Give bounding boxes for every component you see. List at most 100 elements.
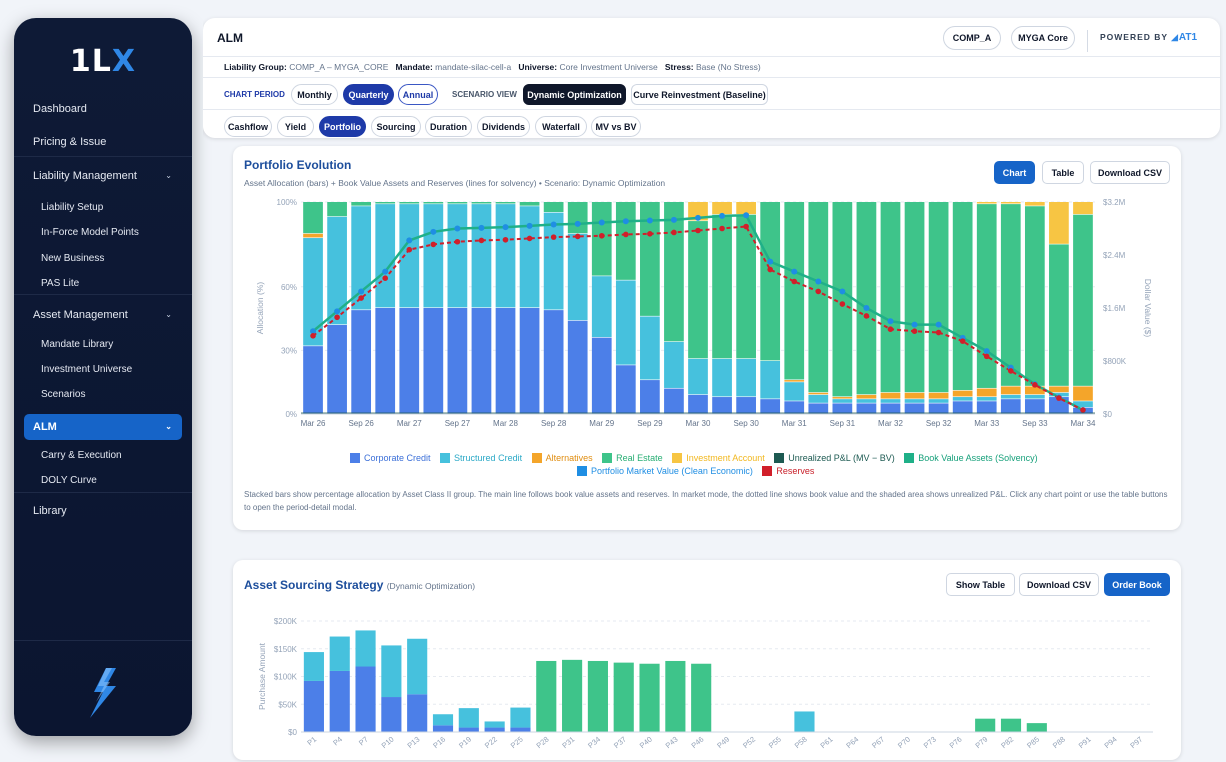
at1-logo-icon: ◢ bbox=[1171, 32, 1179, 42]
sidebar-item-alm[interactable]: ALM ⌄ bbox=[24, 414, 182, 440]
tab-mv-vs-bv[interactable]: MV vs BV bbox=[591, 116, 641, 137]
y-tick-label: 0% bbox=[285, 410, 297, 419]
legend-alternatives[interactable]: Alternatives bbox=[531, 453, 593, 463]
market-value-point bbox=[887, 318, 894, 325]
chart-view-button[interactable]: Chart bbox=[994, 161, 1035, 184]
sidebar-item-mandate-library[interactable]: Mandate Library bbox=[24, 331, 182, 357]
chart-explanation-note: Stacked bars show percentage allocation … bbox=[244, 490, 1168, 512]
reserves-point bbox=[406, 246, 413, 253]
sidebar-item-label: Scenarios bbox=[41, 388, 86, 400]
tab-cashflow[interactable]: Cashflow bbox=[224, 116, 272, 137]
market-value-point bbox=[550, 221, 557, 228]
table-view-button[interactable]: Table bbox=[1042, 161, 1084, 184]
y-tick-label: $150K bbox=[274, 645, 298, 654]
bar-segment bbox=[736, 214, 756, 359]
bar-segment bbox=[688, 358, 708, 395]
x-tick-label: Mar 30 bbox=[686, 419, 711, 428]
download-csv-button[interactable]: Download CSV bbox=[1019, 573, 1099, 596]
bar-segment bbox=[688, 221, 708, 359]
legend-book-value-assets[interactable]: Book Value Assets (Solvency) bbox=[904, 453, 1038, 463]
reserves-point bbox=[839, 301, 846, 307]
market-value-point bbox=[310, 328, 317, 335]
sidebar-item-investment-universe[interactable]: Investment Universe bbox=[24, 356, 182, 382]
period-monthly[interactable]: Monthly bbox=[291, 84, 338, 105]
sidebar-item-asset-management[interactable]: Asset Management ⌄ bbox=[24, 302, 182, 328]
bar-segment bbox=[447, 308, 468, 414]
sidebar-item-carry-execution[interactable]: Carry & Execution bbox=[24, 442, 182, 468]
header-divider bbox=[203, 109, 1220, 110]
tab-dividends[interactable]: Dividends bbox=[477, 116, 530, 137]
market-value-point bbox=[358, 288, 365, 295]
period-annual[interactable]: Annual bbox=[398, 84, 438, 105]
asset-sourcing-subtitle: (Dynamic Optimization) bbox=[386, 581, 476, 591]
sidebar-item-pas-lite[interactable]: PAS Lite bbox=[24, 270, 182, 296]
show-table-button[interactable]: Show Table bbox=[946, 573, 1015, 596]
scenario-curve-reinvestment[interactable]: Curve Reinvestment (Baseline) bbox=[631, 84, 768, 105]
sidebar-item-liability-management[interactable]: Liability Management ⌄ bbox=[24, 163, 182, 189]
order-book-button[interactable]: Order Book bbox=[1104, 573, 1170, 596]
tab-waterfall[interactable]: Waterfall bbox=[535, 116, 587, 137]
bar-segment bbox=[423, 202, 444, 204]
reserves-point bbox=[1080, 407, 1086, 413]
sidebar-item-pricing-issue[interactable]: Pricing & Issue bbox=[24, 129, 182, 155]
main-content: ALM COMP_A MYGA Core POWERED BY ◢AT1 Lia… bbox=[203, 0, 1223, 762]
market-value-point bbox=[935, 321, 942, 328]
reserves-point bbox=[550, 234, 557, 240]
liability-group-label: Liability Group: bbox=[224, 62, 287, 72]
sourcing-bar-segment bbox=[432, 725, 454, 732]
header-divider bbox=[203, 77, 1220, 78]
sidebar-item-scenarios[interactable]: Scenarios bbox=[24, 381, 182, 407]
legend-reserves[interactable]: Reserves bbox=[762, 466, 814, 476]
bar-segment bbox=[591, 276, 612, 338]
company-pill[interactable]: COMP_A bbox=[943, 26, 1001, 50]
legend-structured-credit[interactable]: Structured Credit bbox=[440, 453, 522, 463]
sidebar-item-dashboard[interactable]: Dashboard bbox=[24, 96, 182, 122]
tab-portfolio[interactable]: Portfolio bbox=[319, 116, 366, 137]
bar-segment bbox=[423, 204, 444, 308]
portfolio-evolution-chart[interactable]: 0% 30% 60% 100% $0 $800K $1.6M $2.4M $3.2M Alloca… bbox=[233, 194, 1181, 444]
bar-segment bbox=[375, 204, 396, 308]
sidebar-divider bbox=[14, 294, 192, 295]
sidebar-item-liability-setup[interactable]: Liability Setup bbox=[24, 194, 182, 220]
legend-portfolio-market-value[interactable]: Portfolio Market Value (Clean Economic) bbox=[577, 466, 753, 476]
sidebar-item-label: Carry & Execution bbox=[41, 449, 122, 461]
x-tick-label: P67 bbox=[870, 735, 886, 750]
tab-yield[interactable]: Yield bbox=[277, 116, 314, 137]
x-tick-label: P10 bbox=[380, 735, 396, 750]
bar-segment bbox=[640, 316, 660, 380]
market-value-point bbox=[454, 225, 461, 232]
legend-investment-account[interactable]: Investment Account bbox=[672, 453, 765, 463]
scenario-dynamic-optimization[interactable]: Dynamic Optimization bbox=[523, 84, 626, 105]
period-quarterly[interactable]: Quarterly bbox=[343, 84, 394, 105]
bar-segment bbox=[856, 394, 877, 399]
reserves-point bbox=[526, 235, 533, 242]
market-value-point bbox=[695, 214, 701, 221]
legend-corporate-credit[interactable]: Corporate Credit bbox=[350, 453, 431, 463]
sidebar-item-new-business[interactable]: New Business bbox=[24, 245, 182, 271]
tab-duration[interactable]: Duration bbox=[425, 116, 472, 137]
download-csv-button[interactable]: Download CSV bbox=[1090, 161, 1170, 184]
x-tick-label: P76 bbox=[948, 735, 964, 750]
sidebar-item-inforce-model-points[interactable]: In-Force Model Points bbox=[24, 219, 182, 245]
legend-real-estate[interactable]: Real Estate bbox=[602, 453, 663, 463]
legend-unrealized-pnl[interactable]: Unrealized P&L (MV − BV) bbox=[774, 453, 895, 463]
app-logo[interactable]: 1LX bbox=[69, 44, 137, 79]
x-tick-label: Mar 31 bbox=[782, 419, 807, 428]
bar-segment bbox=[303, 238, 323, 346]
bar-segment bbox=[856, 403, 877, 414]
x-tick-label: P25 bbox=[509, 735, 525, 750]
asset-sourcing-chart[interactable]: $0 $50K $100K $150K $200K Purchase Amount P1 P4… bbox=[233, 608, 1181, 760]
sidebar-item-doly-curve[interactable]: DOLY Curve bbox=[24, 467, 182, 493]
x-tick-label: P55 bbox=[767, 735, 783, 750]
chevron-down-icon: ⌄ bbox=[165, 422, 172, 431]
mandate-value: mandate-silac-cell-a bbox=[435, 62, 512, 72]
asset-sourcing-title: Asset Sourcing Strategy (Dynamic Optimiz… bbox=[244, 578, 475, 592]
bar-segment bbox=[1000, 399, 1021, 414]
sidebar-item-library[interactable]: Library bbox=[24, 498, 182, 524]
product-pill[interactable]: MYGA Core bbox=[1011, 26, 1075, 50]
bar-segment bbox=[567, 233, 588, 321]
tab-sourcing[interactable]: Sourcing bbox=[371, 116, 421, 137]
x-tick-label: P94 bbox=[1103, 735, 1119, 750]
bar-segment bbox=[688, 394, 708, 414]
sourcing-bar-segment bbox=[1026, 723, 1047, 732]
